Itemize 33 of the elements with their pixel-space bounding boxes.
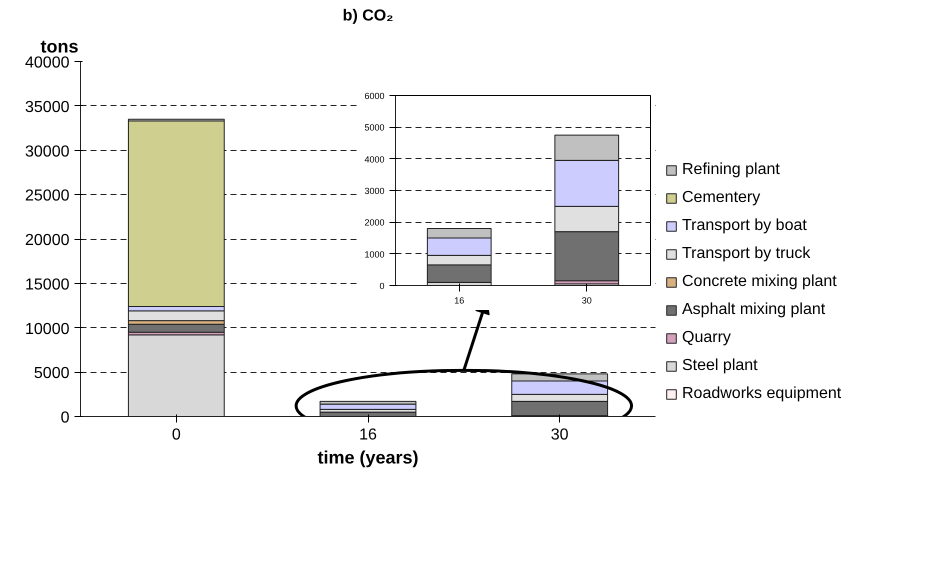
y-tick-label: 40000 (25, 54, 70, 72)
legend-label: Steel plant (682, 356, 758, 376)
y-tick-label: 5000 (34, 365, 70, 382)
y-tick-label: 30000 (25, 143, 70, 160)
legend-label: Refining plant (682, 160, 780, 180)
y-tick-label: 2000 (364, 218, 385, 228)
y-tick-label: 25000 (25, 188, 70, 205)
legend-label: Transport by truck (682, 244, 810, 264)
x-tick-label: 16 (359, 426, 377, 444)
chart-title: b) CO₂ (342, 8, 394, 24)
y-tick-label: 0 (379, 281, 385, 291)
legend-label: Quarry (682, 328, 731, 348)
x-tick-label: 30 (582, 296, 592, 306)
legend-label: Concrete mixing plant (682, 272, 837, 292)
y-tick-label: 3000 (364, 186, 385, 196)
y-tick-label: 10000 (25, 320, 70, 338)
y-tick-label: 1000 (364, 249, 385, 260)
y-tick-label: 15000 (25, 276, 70, 294)
legend-label: Roadworks equipment (682, 384, 842, 404)
legend-label: Transport by boat (682, 216, 807, 236)
y-tick-label: 35000 (25, 98, 70, 116)
legend-label: Asphalt mixing plant (682, 300, 826, 320)
y-tick-label: 5000 (364, 122, 385, 133)
y-tick-label: 4000 (364, 154, 385, 164)
x-tick-label: 30 (550, 426, 569, 444)
y-axis-title: tons (40, 36, 78, 56)
x-axis-title: time (years) (317, 448, 419, 468)
x-tick-label: 16 (454, 296, 464, 306)
y-tick-label: 0 (60, 410, 70, 426)
y-tick-label: 20000 (25, 232, 70, 249)
legend-label: Cementery (682, 188, 760, 208)
y-tick-label: 6000 (364, 91, 385, 101)
x-tick-label: 0 (172, 426, 181, 444)
